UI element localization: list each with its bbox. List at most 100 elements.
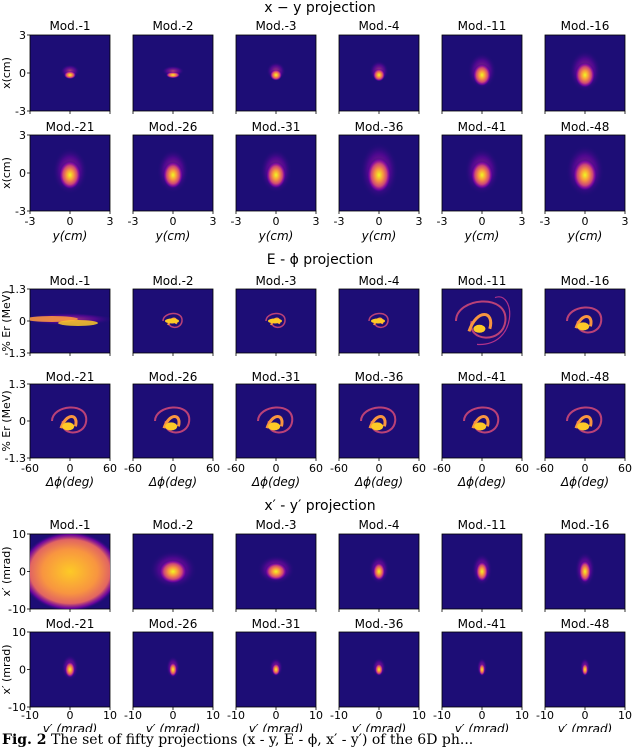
panel-title: Mod.-21 bbox=[46, 617, 95, 631]
x-axis-label: Δϕ(deg) bbox=[251, 475, 300, 489]
x-tick-label: -60 bbox=[536, 462, 554, 475]
panel-mod-48: Mod.-48 -60 0 60 Δϕ(deg) bbox=[536, 370, 632, 489]
density-map bbox=[257, 406, 294, 434]
figure-caption: Fig. 2 The set of fifty projections (x -… bbox=[2, 732, 473, 748]
x-tick-label: 10 bbox=[103, 709, 117, 722]
x-tick-label: 10 bbox=[412, 709, 426, 722]
x-tick-label: 10 bbox=[309, 709, 323, 722]
x-tick-label: 0 bbox=[479, 709, 486, 722]
density-map bbox=[60, 64, 80, 79]
y-tick-label: 0 bbox=[19, 415, 26, 428]
density-map bbox=[61, 654, 79, 681]
density-map bbox=[569, 50, 601, 92]
section-title: x′ - y′ projection bbox=[264, 498, 375, 514]
panel-mod-2: Mod.-2 bbox=[132, 518, 214, 612]
y-tick-label: -1.3 bbox=[5, 347, 26, 360]
panel-title: Mod.-21 bbox=[46, 370, 95, 384]
density-map bbox=[574, 551, 596, 588]
section-2: E - ϕ projection % Er (MeV) Mod.-1 1.3 0 -1.3… bbox=[0, 252, 632, 489]
density-map bbox=[368, 312, 389, 329]
x-tick-label: 0 bbox=[582, 709, 589, 722]
x-tick-label: 3 bbox=[210, 215, 217, 228]
section-title: x − y projection bbox=[264, 0, 376, 16]
density-map bbox=[565, 145, 605, 197]
x-tick-label: 0 bbox=[273, 709, 280, 722]
panel-mod-36: Mod.-36 -10 0 10 y′ (mrad) bbox=[330, 617, 426, 732]
panel-mod-31: Mod.-31 -10 0 10 y′ (mrad) bbox=[227, 617, 323, 732]
panel-title: Mod.-31 bbox=[252, 370, 301, 384]
y-tick-label: 0 bbox=[19, 167, 26, 180]
density-map bbox=[269, 657, 283, 678]
y-axis-label: % Er (MeV) bbox=[0, 290, 13, 351]
density-map bbox=[372, 657, 386, 678]
panel-mod-26: Mod.-26 -10 0 10 y′ (mrad) bbox=[124, 617, 220, 732]
panel-title: Mod.-4 bbox=[358, 19, 399, 33]
density-map bbox=[476, 657, 488, 678]
panel-title: Mod.-2 bbox=[152, 518, 193, 532]
panel-title: Mod.-3 bbox=[255, 518, 296, 532]
panel-mod-11: Mod.-11 bbox=[441, 518, 523, 612]
density-map bbox=[455, 296, 511, 346]
y-tick-label: 3 bbox=[19, 29, 26, 42]
y-axis-label: x(cm) bbox=[0, 157, 13, 189]
density-map bbox=[471, 553, 493, 586]
x-tick-label: -3 bbox=[128, 215, 139, 228]
panel-background bbox=[544, 631, 626, 708]
y-tick-label: -10 bbox=[8, 701, 26, 714]
panel-mod-48: Mod.-48 -3 0 3 y(cm) bbox=[540, 120, 629, 243]
y-tick-label: 0 bbox=[19, 664, 26, 677]
panel-mod-4: Mod.-4 bbox=[338, 19, 420, 114]
x-tick-label: -10 bbox=[330, 709, 348, 722]
y-axis-label: x′ (mrad) bbox=[0, 644, 13, 694]
x-tick-label: 10 bbox=[618, 709, 632, 722]
x-tick-label: -3 bbox=[540, 215, 551, 228]
panel-title: Mod.-36 bbox=[355, 120, 404, 134]
density-map bbox=[30, 534, 110, 609]
x-tick-label: -60 bbox=[227, 462, 245, 475]
panel-mod-31: Mod.-31 -60 0 60 Δϕ(deg) bbox=[227, 370, 323, 489]
panel-title: Mod.-1 bbox=[49, 274, 90, 288]
x-tick-label: 0 bbox=[479, 215, 486, 228]
x-tick-label: 0 bbox=[67, 709, 74, 722]
y-tick-label: 3 bbox=[19, 129, 26, 142]
y-tick-label: 10 bbox=[12, 528, 26, 541]
x-axis-label: y′ (mrad) bbox=[557, 722, 613, 732]
x-tick-label: -3 bbox=[231, 215, 242, 228]
x-tick-label: -10 bbox=[21, 709, 39, 722]
y-tick-label: -10 bbox=[8, 603, 26, 616]
x-axis-label: y′ (mrad) bbox=[248, 722, 304, 732]
panel-title: Mod.-2 bbox=[152, 274, 193, 288]
x-axis-label: y′ (mrad) bbox=[351, 722, 407, 732]
x-tick-label: 60 bbox=[103, 462, 117, 475]
panel-title: Mod.-36 bbox=[355, 370, 404, 384]
panel-title: Mod.-4 bbox=[358, 274, 399, 288]
y-axis-label: x′ (mrad) bbox=[0, 546, 13, 596]
panel-mod-36: Mod.-36 -3 0 3 y(cm) bbox=[334, 120, 423, 243]
x-axis-label: y(cm) bbox=[155, 229, 191, 243]
panel-mod-41: Mod.-41 -3 0 3 y(cm) bbox=[437, 120, 526, 243]
density-map bbox=[359, 142, 399, 200]
x-tick-label: 3 bbox=[313, 215, 320, 228]
panel-mod-16: Mod.-16 bbox=[544, 19, 626, 114]
x-axis-label: Δϕ(deg) bbox=[457, 475, 506, 489]
panel-mod-41: Mod.-41 -60 0 60 Δϕ(deg) bbox=[433, 370, 529, 489]
x-tick-label: 3 bbox=[622, 215, 629, 228]
x-axis-label: y′ (mrad) bbox=[145, 722, 201, 732]
panel-mod-36: Mod.-36 -60 0 60 Δϕ(deg) bbox=[330, 370, 426, 489]
caption-text: The set of fifty projections (x - y, E -… bbox=[51, 732, 474, 748]
panel-background bbox=[235, 383, 317, 459]
x-tick-label: 10 bbox=[515, 709, 529, 722]
density-map bbox=[369, 60, 389, 82]
x-tick-label: 0 bbox=[376, 709, 383, 722]
panel-title: Mod.-11 bbox=[458, 274, 507, 288]
panel-mod-3: Mod.-3 bbox=[235, 518, 317, 612]
panel-background bbox=[338, 383, 420, 459]
x-axis-label: y(cm) bbox=[361, 229, 397, 243]
density-map bbox=[162, 312, 183, 329]
panel-background bbox=[544, 383, 626, 459]
x-tick-label: -60 bbox=[433, 462, 451, 475]
panel-title: Mod.-1 bbox=[49, 518, 90, 532]
panel-mod-48: Mod.-48 -10 0 10 y′ (mrad) bbox=[536, 617, 632, 732]
x-tick-label: 10 bbox=[206, 709, 220, 722]
